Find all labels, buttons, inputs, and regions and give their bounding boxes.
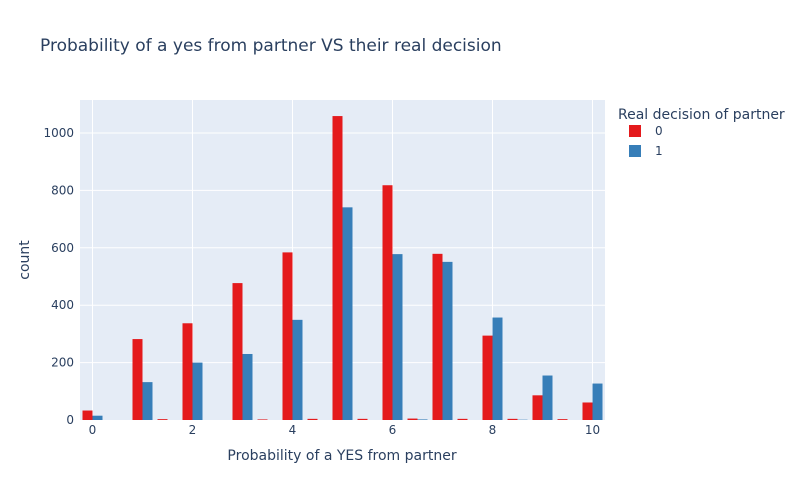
bar-series-0: [482, 335, 493, 420]
bar-series-0: [182, 323, 193, 420]
x-tick-label: 8: [489, 423, 497, 437]
bar-series-0: [282, 252, 293, 420]
bar-series-0: [132, 339, 143, 420]
y-tick-label: 800: [51, 183, 74, 197]
legend-swatch: [629, 125, 641, 137]
bar-series-1: [542, 375, 553, 420]
y-tick-label: 1000: [43, 126, 74, 140]
bar-series-0: [232, 283, 243, 420]
bar-series-0: [357, 418, 368, 420]
legend: Real decision of partner 01: [618, 107, 785, 158]
bar-series-0: [582, 402, 593, 420]
y-tick-label: 0: [66, 413, 74, 427]
y-tick-label: 400: [51, 298, 74, 312]
bar-series-0: [307, 418, 318, 420]
y-tick-label: 200: [51, 356, 74, 370]
axis-ticks: 0 200 400 600 800 1000 0 2 4 6 8 10: [43, 126, 600, 437]
bar-series-1: [442, 261, 453, 420]
bar-series-0: [82, 410, 93, 420]
bar-series-1: [392, 254, 403, 420]
bar-series-0: [532, 395, 543, 420]
x-axis-title: Probability of a YES from partner: [227, 448, 456, 464]
chart-title: Probability of a yes from partner VS the…: [40, 36, 502, 56]
x-tick-label: 2: [189, 423, 197, 437]
legend-items: 01: [629, 124, 663, 158]
bar-series-1: [492, 317, 503, 420]
bar-series-0: [382, 185, 393, 420]
legend-swatch: [629, 145, 641, 157]
x-tick-label: 4: [289, 423, 297, 437]
y-axis-title: count: [17, 240, 33, 280]
bar-series-0: [507, 418, 518, 420]
bar-series-1: [342, 207, 353, 420]
x-tick-label: 6: [389, 423, 397, 437]
x-tick-label: 10: [585, 423, 600, 437]
legend-label: 0: [655, 124, 663, 138]
legend-label: 1: [655, 144, 663, 158]
bar-series-1: [592, 383, 603, 420]
bar-series-0: [457, 418, 468, 420]
bar-series-1: [417, 419, 428, 420]
bar-series-0: [332, 116, 343, 420]
legend-title: Real decision of partner: [618, 107, 785, 123]
x-tick-label: 0: [89, 423, 97, 437]
bar-series-1: [242, 353, 253, 420]
bar-series-1: [192, 362, 203, 420]
bars: [82, 116, 603, 420]
bar-series-1: [142, 382, 153, 420]
bar-series-0: [407, 418, 418, 420]
bar-series-1: [292, 319, 303, 420]
bar-series-0: [432, 253, 443, 420]
y-tick-label: 600: [51, 241, 74, 255]
bar-series-0: [257, 419, 268, 420]
bar-series-1: [92, 415, 103, 420]
bar-series-0: [557, 419, 568, 420]
bar-series-0: [157, 419, 168, 420]
